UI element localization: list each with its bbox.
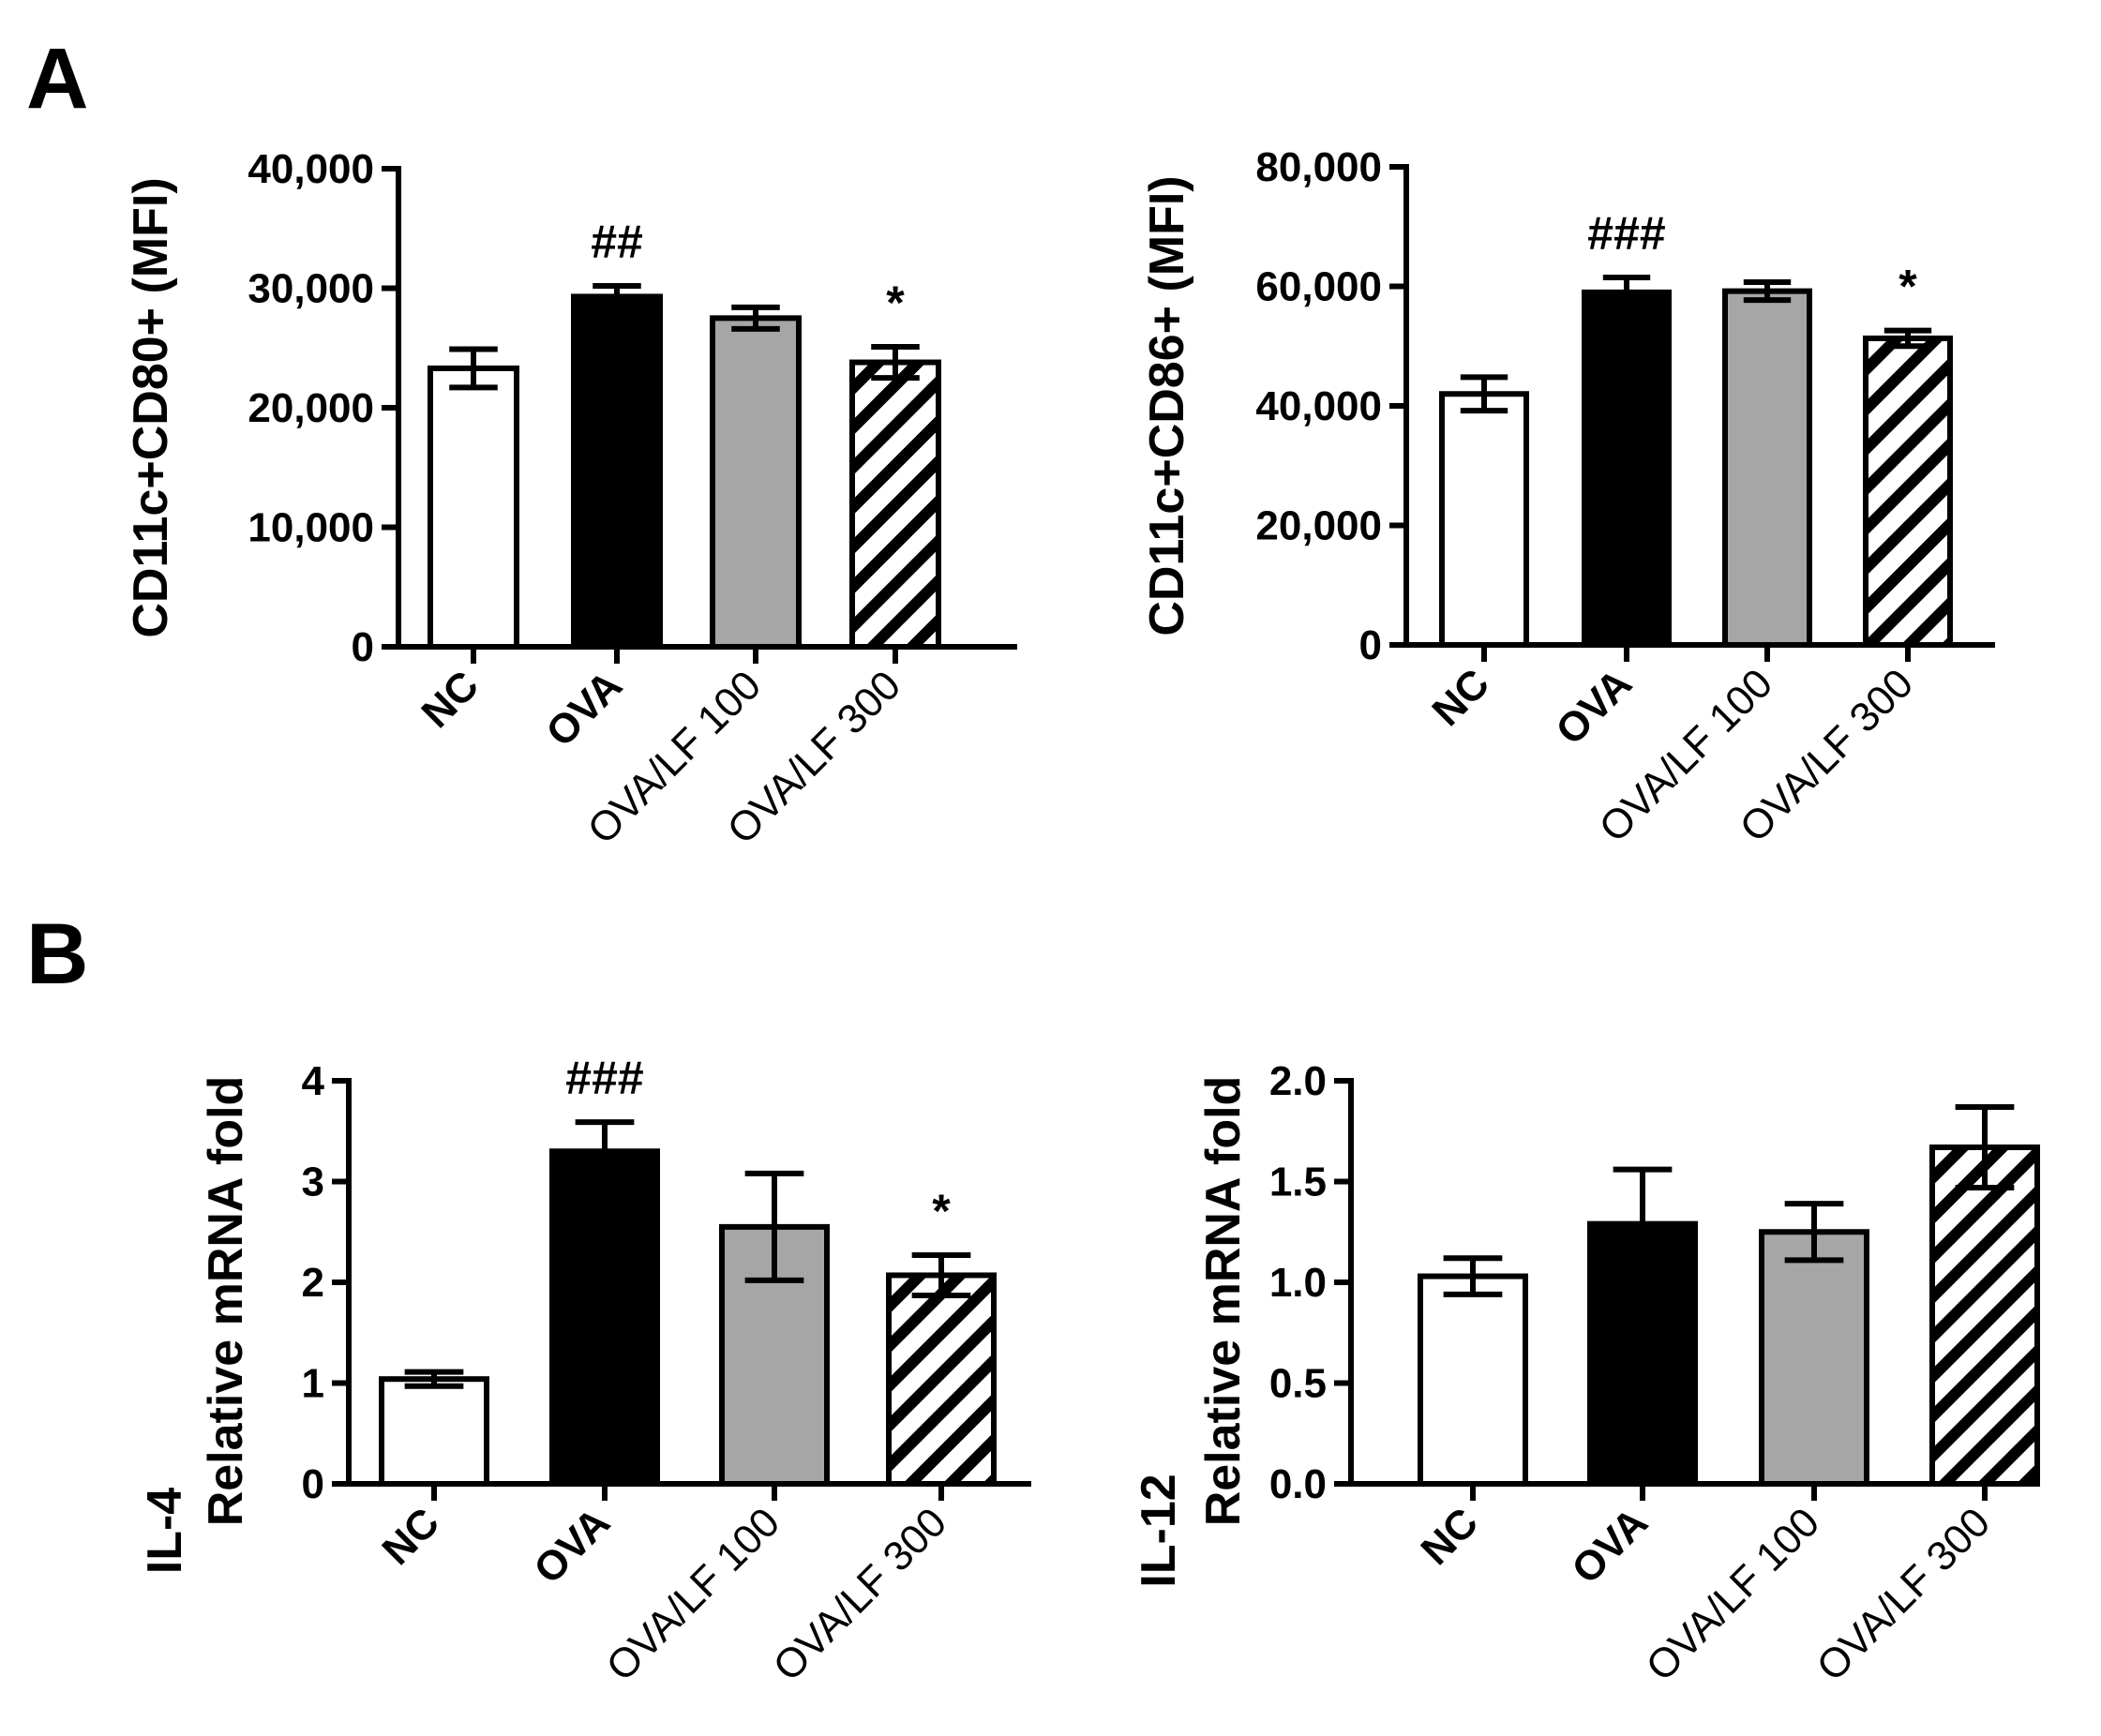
y-tick-label: 0 <box>352 624 374 670</box>
error-bar-3 <box>1743 279 1792 304</box>
error-bar-4 <box>911 1251 971 1298</box>
y-tick-label: 40,000 <box>1255 383 1382 429</box>
bar-2 <box>549 1148 660 1487</box>
bar-4 <box>849 359 941 650</box>
y-tick-label: 60,000 <box>1255 264 1382 310</box>
bar-3 <box>1722 288 1812 648</box>
error-bar-2 <box>575 1119 635 1184</box>
y-axis-label: CD11c+CD80+ (MFI) <box>124 177 178 637</box>
error-bar-1 <box>1443 1255 1503 1297</box>
category-label-4: OVA/LF 300 <box>765 1499 956 1690</box>
y-tick-label: 3 <box>302 1160 324 1205</box>
bar-4 <box>1863 335 1953 648</box>
y-tick-label: 0.5 <box>1269 1361 1327 1407</box>
error-bar-2 <box>1613 1166 1673 1281</box>
error-bar-2 <box>593 282 641 310</box>
y-tick-label: 0 <box>302 1461 324 1507</box>
bar-3 <box>710 315 802 650</box>
y-tick-label: 0 <box>1359 622 1382 668</box>
category-label-2: OVA <box>525 1499 619 1593</box>
bar-1 <box>1439 391 1529 648</box>
error-bar-4 <box>1883 327 1932 350</box>
error-bar-4 <box>871 343 920 382</box>
significance-mark-2: ### <box>1587 207 1665 260</box>
category-label-3: OVA/LF 100 <box>598 1499 789 1690</box>
category-label-2: OVA <box>1547 660 1641 754</box>
category-label-1: NC <box>1412 1499 1487 1574</box>
y-tick-label: 4 <box>302 1058 325 1104</box>
y-tick-label: 1 <box>302 1361 324 1407</box>
y-tick-label: 20,000 <box>1255 503 1382 549</box>
bar-3 <box>1759 1229 1869 1487</box>
error-bar-1 <box>1460 374 1508 414</box>
panel-label-b: B <box>26 906 89 1002</box>
significance-mark-4: * <box>886 277 905 329</box>
y-tick-label: 10,000 <box>248 505 374 551</box>
y-axis-label-secondary: Relative mRNA fold <box>199 1076 253 1527</box>
significance-mark-4: * <box>932 1185 951 1237</box>
bar-1 <box>428 365 519 650</box>
category-label-2: OVA <box>537 662 631 756</box>
bar-4 <box>886 1272 997 1487</box>
y-tick-label: 1.0 <box>1269 1260 1327 1306</box>
y-axis-label: CD11c+CD86+ (MFI) <box>1140 175 1194 636</box>
y-tick-label: 40,000 <box>248 146 374 192</box>
y-tick-label: 30,000 <box>248 266 374 312</box>
significance-mark-2: ## <box>591 216 643 268</box>
y-tick-label: 80,000 <box>1255 144 1382 190</box>
category-label-1: NC <box>1423 660 1498 735</box>
error-bar-1 <box>404 1369 464 1389</box>
error-bar-1 <box>449 346 498 391</box>
bar-1 <box>1418 1273 1528 1488</box>
y-axis-label-secondary: Relative mRNA fold <box>1196 1076 1251 1527</box>
error-bar-3 <box>1784 1201 1844 1264</box>
category-label-1: NC <box>413 662 488 737</box>
category-label-2: OVA <box>1563 1499 1657 1593</box>
category-label-4: OVA/LF 300 <box>1808 1499 2000 1690</box>
error-bar-3 <box>731 304 780 332</box>
bar-1 <box>379 1376 489 1487</box>
bar-2 <box>1582 289 1672 648</box>
y-tick-label: 2 <box>302 1260 324 1306</box>
y-axis-label: IL-12 <box>1132 1474 1186 1587</box>
bar-2 <box>571 293 663 650</box>
y-tick-label: 0.0 <box>1269 1461 1327 1507</box>
y-tick-label: 1.5 <box>1269 1160 1327 1205</box>
panel-label-a: A <box>26 31 89 127</box>
error-bar-4 <box>1955 1103 2015 1190</box>
y-tick-label: 20,000 <box>248 385 374 431</box>
error-bar-2 <box>1602 274 1651 310</box>
error-bar-3 <box>744 1170 804 1283</box>
significance-mark-2: ### <box>565 1052 643 1104</box>
y-axis-label: IL-4 <box>138 1488 192 1575</box>
bar-4 <box>1929 1144 2040 1487</box>
category-label-1: NC <box>373 1499 448 1574</box>
y-tick-label: 2.0 <box>1269 1058 1327 1104</box>
category-label-3: OVA/LF 100 <box>1638 1499 1829 1690</box>
significance-mark-4: * <box>1898 261 1917 313</box>
